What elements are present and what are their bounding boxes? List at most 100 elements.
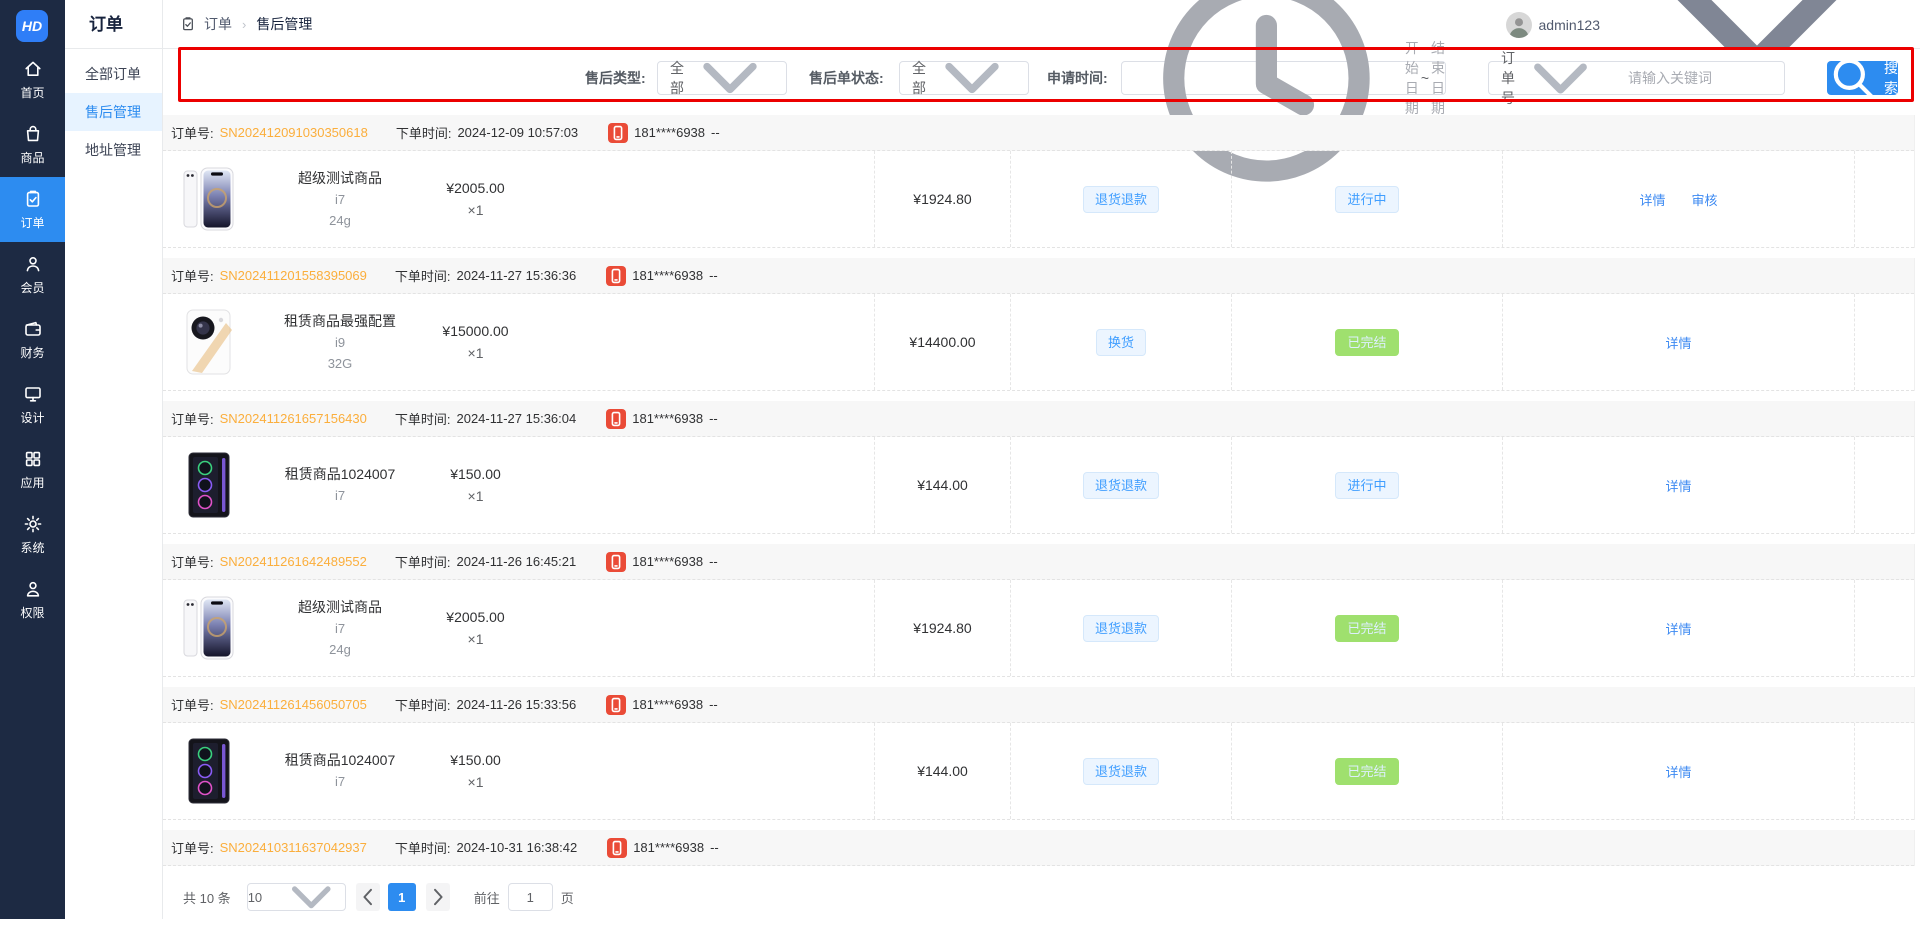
action-links: 详情: [1665, 333, 1691, 352]
remark-placeholder: --: [709, 697, 718, 712]
product-cell: 超级测试商品 i7 24g ¥2005.00 ×1: [163, 580, 875, 676]
action-link[interactable]: 详情: [1665, 621, 1692, 637]
page-size-select[interactable]: 10: [246, 883, 346, 911]
avatar: [1505, 11, 1532, 38]
finance-icon: [24, 321, 41, 336]
order-no-label: 订单号:: [171, 698, 214, 713]
product-price: ¥2005.00: [446, 180, 505, 196]
end-date-placeholder: 结束日期: [1431, 40, 1445, 116]
order-no-value[interactable]: SN202411261657156430: [219, 411, 367, 426]
product-specs: i7 24g: [262, 618, 418, 660]
sidebar-item-home[interactable]: 首页: [0, 47, 65, 112]
bag-icon: [26, 125, 39, 141]
order-time-label: 下单时间:: [394, 412, 451, 427]
order-no-value[interactable]: SN202410311637042937: [219, 840, 367, 855]
order-header-row: 订单号: SN202410311637042937 下单时间: 2024-10-…: [163, 830, 1914, 866]
product-name: 超级测试商品: [298, 169, 382, 186]
apps-icon: [25, 451, 40, 466]
product-qty: ×1: [467, 774, 484, 790]
sidebar-item-permission[interactable]: 权限: [0, 567, 65, 632]
apply-time-label: 申请时间:: [1047, 70, 1108, 86]
submenu-item-address[interactable]: 地址管理: [85, 142, 141, 158]
aftersale-status-select[interactable]: 全部: [899, 60, 1029, 96]
product-spec: i9: [334, 334, 346, 350]
home-icon: [24, 61, 41, 76]
product-price: ¥2005.00: [446, 609, 505, 625]
sidebar-item-design[interactable]: 设计: [0, 372, 65, 437]
user-name: admin123: [1538, 16, 1601, 33]
clipboard-icon: [180, 16, 196, 32]
chevron-down-icon: [278, 864, 345, 930]
order-no-value[interactable]: SN202411201558395069: [219, 268, 367, 283]
search-button[interactable]: 搜索: [1827, 58, 1898, 99]
sidebar-item-orders[interactable]: 订单: [0, 177, 65, 242]
select-value: 全部: [670, 60, 684, 96]
date-range-picker[interactable]: 开始日期 ~ 结束日期: [1121, 0, 1446, 182]
action-link[interactable]: 详情: [1665, 764, 1692, 780]
order-no-label: 订单号:: [171, 555, 214, 570]
prev-page-button[interactable]: [355, 883, 380, 911]
order-block: 订单号: SN202411201558395069 下单时间: 2024-11-…: [163, 258, 1915, 391]
sidebar-item-label: 应用: [20, 475, 45, 490]
status-badge: 进行中: [1335, 185, 1399, 213]
paid-amount: ¥144.00: [917, 763, 968, 779]
submenu-item-all-orders[interactable]: 全部订单: [85, 66, 141, 82]
order-no-label: 订单号:: [171, 269, 214, 284]
order-block: 订单号: SN202411261456050705 下单时间: 2024-11-…: [163, 687, 1915, 820]
submenu-item-aftersale[interactable]: 售后管理: [65, 93, 162, 131]
status-badge: 已完结: [1335, 757, 1399, 785]
action-link[interactable]: 详情: [1639, 192, 1666, 208]
start-date-placeholder: 开始日期: [1404, 40, 1419, 116]
system-icon: [24, 515, 41, 532]
keyword-input[interactable]: [1616, 61, 1785, 95]
paid-amount: ¥14400.00: [909, 334, 976, 350]
order-time-label: 下单时间:: [394, 698, 451, 713]
status-badge: 已完结: [1335, 614, 1399, 642]
order-block: 订单号: SN202411261657156430 下单时间: 2024-11-…: [163, 401, 1915, 534]
aftersale-type-select[interactable]: 全部: [657, 60, 787, 96]
sidebar-item-goods[interactable]: 商品: [0, 112, 65, 177]
order-block: 订单号: SN202410311637042937 下单时间: 2024-10-…: [163, 830, 1915, 866]
order-time-value: 2024-11-27 15:36:04: [456, 411, 577, 426]
pagination-bar: 共 10 条 10 1 前往 页: [163, 875, 1920, 919]
action-link[interactable]: 详情: [1665, 478, 1692, 494]
goto-page-input[interactable]: [507, 883, 553, 911]
sidebar-item-label: 会员: [20, 280, 45, 295]
design-icon: [24, 386, 41, 402]
phone-icon: [606, 408, 627, 429]
keyword-field-select[interactable]: 订单号: [1488, 50, 1617, 106]
primary-sidebar: HD 首页商品订单会员财务 设计应用系统 权限: [0, 0, 65, 919]
sidebar-item-apps[interactable]: 应用: [0, 437, 65, 502]
product-spec: 24g: [329, 641, 351, 657]
sidebar-item-members[interactable]: 会员: [0, 242, 65, 307]
sidebar-item-system[interactable]: 系统: [0, 502, 65, 567]
product-spec: i7: [334, 488, 346, 503]
order-no-value[interactable]: SN202411261456050705: [219, 697, 367, 712]
remark-placeholder: --: [709, 268, 718, 283]
product-cell: 租赁商品1024007 i7 ¥150.00 ×1: [163, 437, 875, 533]
order-no-value[interactable]: SN202411261642489552: [219, 554, 367, 569]
order-header-row: 订单号: SN202411261657156430 下单时间: 2024-11-…: [163, 401, 1914, 437]
action-link[interactable]: 详情: [1665, 335, 1692, 351]
action-link[interactable]: 审核: [1691, 192, 1718, 208]
next-page-button[interactable]: [425, 883, 450, 911]
current-page-button[interactable]: 1: [387, 883, 416, 911]
select-value: 订单号: [1501, 50, 1515, 106]
order-time-value: 2024-11-27 15:36:36: [456, 268, 577, 283]
product-row: 租赁商品最强配置 i9 32G ¥15000.00 ×1 ¥14400.00 换货…: [163, 294, 1914, 391]
aftersale-type-badge: 退货退款: [1082, 614, 1159, 642]
product-spec: 24g: [329, 212, 351, 228]
order-block: 订单号: SN202411261642489552 下单时间: 2024-11-…: [163, 544, 1915, 677]
phone-number: 181****6938: [634, 125, 706, 140]
order-time-label: 下单时间:: [394, 555, 451, 570]
order-no-value[interactable]: SN202412091030350618: [219, 125, 368, 140]
breadcrumb-root[interactable]: 订单: [204, 16, 232, 32]
product-specs: i7: [262, 485, 418, 506]
phone-icon: [607, 837, 628, 858]
app-logo[interactable]: HD: [16, 10, 48, 42]
search-button-label: 搜索: [1884, 60, 1898, 96]
order-time-value: 2024-10-31 16:38:42: [456, 840, 578, 855]
phone-number: 181****6938: [632, 268, 704, 283]
sidebar-item-label: 商品: [20, 150, 45, 165]
sidebar-item-finance[interactable]: 财务: [0, 307, 65, 372]
